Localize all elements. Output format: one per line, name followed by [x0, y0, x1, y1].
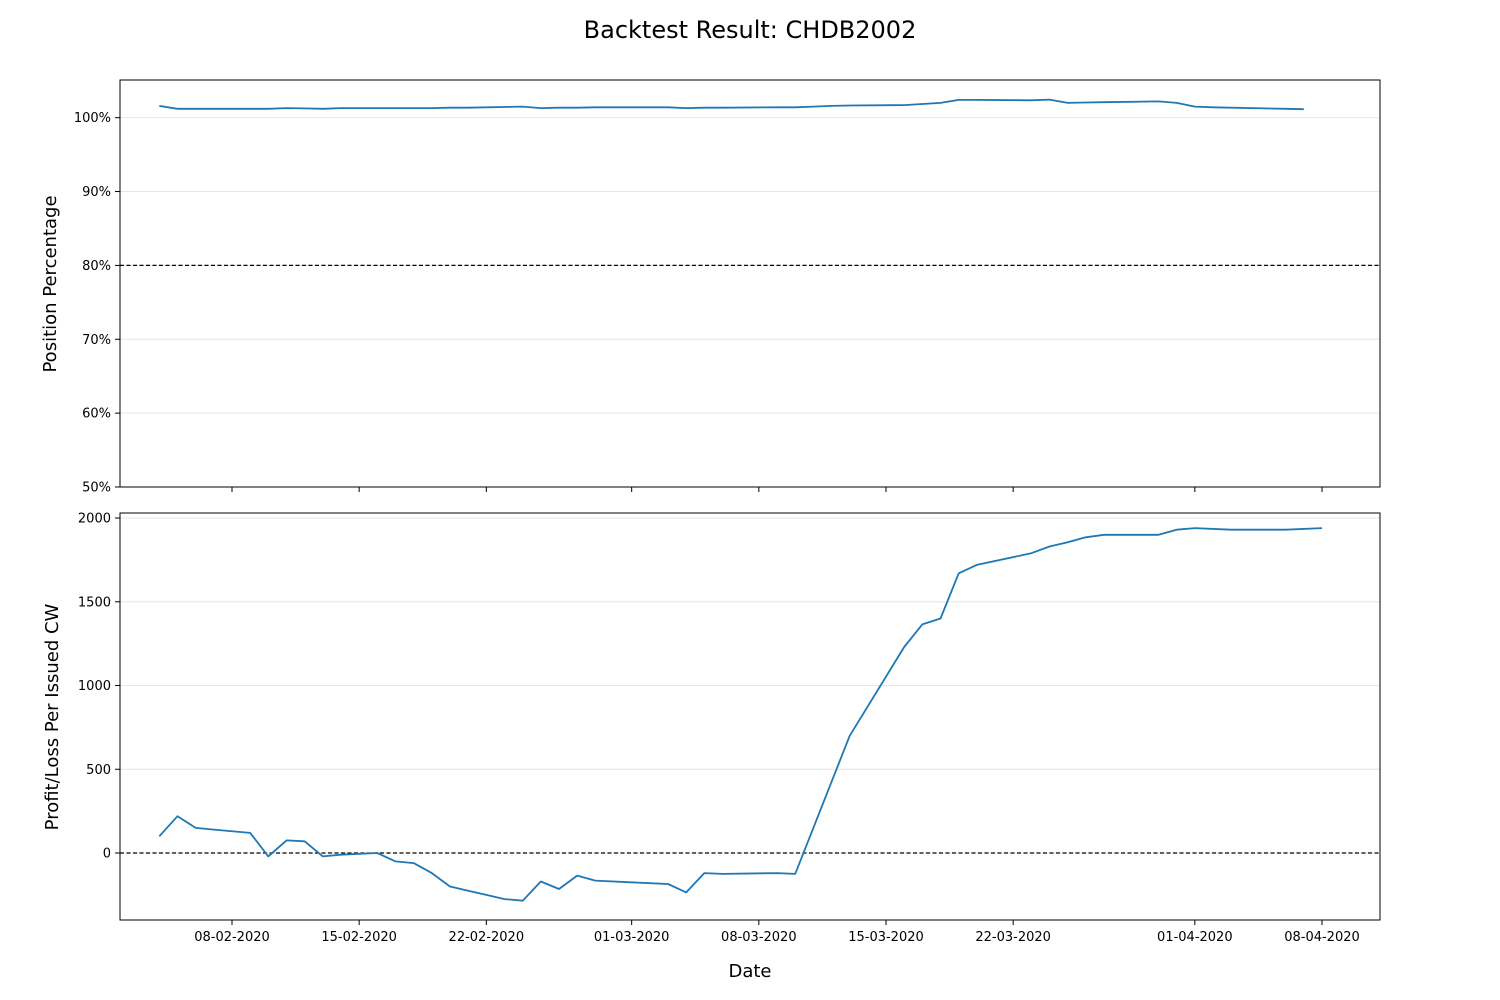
x-tick-label: 22-02-2020: [449, 930, 525, 945]
y-tick-label: 1500: [78, 595, 111, 610]
x-tick-label: 08-02-2020: [194, 930, 270, 945]
y-tick-label: 500: [86, 763, 111, 778]
profit-loss-panel: 0 500 1000 1500 2000 08-02-2020 15-02-2020 22-…: [42, 512, 1381, 945]
y-tick-label: 100%: [74, 111, 111, 126]
y-tick-label: 70%: [82, 333, 111, 348]
series-line: [159, 98, 1304, 111]
top-series-group: [159, 98, 1304, 111]
chart-title: Backtest Result: CHDB2002: [584, 16, 917, 44]
y-tick-label: 0: [103, 847, 111, 862]
bottom-y-axis-label: Profit/Loss Per Issued CW: [42, 603, 63, 830]
bottom-y-ticks: 0 500 1000 1500 2000: [78, 512, 120, 862]
x-tick-label: 15-03-2020: [848, 930, 924, 945]
y-tick-label: 90%: [82, 185, 111, 200]
bottom-axes-frame: [119, 512, 1381, 921]
x-tick-label: 08-03-2020: [721, 930, 797, 945]
y-tick-label: 60%: [82, 407, 111, 422]
y-tick-label: 50%: [82, 481, 111, 496]
top-axes-frame: [119, 79, 1381, 488]
position-percentage-panel: 50% 60% 70% 80% 90% 100% Position Percentage: [40, 79, 1381, 496]
top-y-ticks: 50% 60% 70% 80% 90% 100%: [74, 111, 120, 496]
x-tick-label: 22-03-2020: [975, 930, 1051, 945]
y-tick-label: 2000: [78, 512, 111, 527]
x-tick-label: 15-02-2020: [321, 930, 397, 945]
x-tick-label: 08-04-2020: [1284, 930, 1360, 945]
bottom-series-group: [158, 527, 1323, 902]
top-y-axis-label: Position Percentage: [40, 195, 61, 372]
y-tick-label: 80%: [82, 259, 111, 274]
bottom-x-ticks: 08-02-2020 15-02-2020 22-02-2020 01-03-2020…: [194, 920, 1360, 945]
bottom-gridlines: [120, 517, 1380, 854]
x-tick-label: 01-04-2020: [1157, 930, 1233, 945]
series-line: [158, 527, 1323, 902]
y-tick-label: 1000: [78, 679, 111, 694]
x-tick-label: 01-03-2020: [594, 930, 670, 945]
x-axis-label: Date: [728, 961, 771, 982]
top-x-ticks: [231, 487, 1323, 492]
top-gridlines: [120, 117, 1380, 488]
